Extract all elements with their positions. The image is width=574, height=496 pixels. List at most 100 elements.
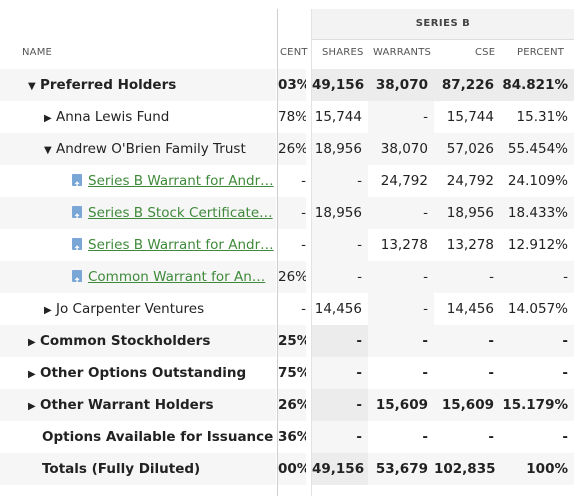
row-label: Other Warrant Holders <box>40 397 214 413</box>
table-row[interactable]: Common Warrant for An… 26% - - - - <box>0 261 574 293</box>
row-name-cell: Series B Warrant for Andr… <box>0 165 276 197</box>
table-row[interactable]: ▶ Common Stockholders 25% - - - - <box>0 325 574 357</box>
cent-cell: 26% <box>278 261 306 293</box>
shares-cell: 15,744 <box>314 109 362 125</box>
warrants-cell: 38,070 <box>368 133 434 165</box>
table-row[interactable]: Series B Warrant for Andr… - - 24,792 24… <box>0 165 574 197</box>
row-label: Common Stockholders <box>40 333 211 349</box>
caret-down-icon[interactable]: ▼ <box>28 81 36 92</box>
caret-right-icon[interactable]: ▶ <box>28 369 36 380</box>
row-name-cell: ▼ Andrew O'Brien Family Trust <box>0 133 276 165</box>
percent-cell: 15.179% <box>500 389 574 421</box>
cent-cell: - <box>301 237 306 253</box>
shares-cell: 14,456 <box>314 301 362 317</box>
percent-cell: 15.31% <box>516 109 568 125</box>
row-name-cell: ▼ Preferred Holders <box>0 69 276 101</box>
percent-cell: 12.912% <box>507 237 568 253</box>
document-upload-icon <box>72 235 82 261</box>
table-row[interactable]: Series B Warrant for Andr… - - 13,278 13… <box>0 229 574 261</box>
table-row[interactable]: Series B Stock Certificate… - 18,956 - 1… <box>0 197 574 229</box>
table-row[interactable]: Options Available for Issuance 36% - - -… <box>0 421 574 453</box>
table-row[interactable]: ▼ Andrew O'Brien Family Trust 26% 18,956 … <box>0 133 574 165</box>
cent-cell: 75% <box>278 365 306 381</box>
percent-cell: 24.109% <box>507 173 568 189</box>
row-name-cell: ▶ Anna Lewis Fund <box>0 101 276 133</box>
cse-cell: - <box>488 365 494 381</box>
cse-cell: 87,226 <box>434 69 500 101</box>
shares-cell: - <box>312 261 368 293</box>
cent-cell: 26% <box>278 133 306 165</box>
col-header-shares[interactable]: SHARES <box>322 47 364 58</box>
row-name-cell: Series B Stock Certificate… <box>0 197 276 229</box>
row-name-cell: Series B Warrant for Andr… <box>0 229 276 261</box>
security-link[interactable]: Common Warrant for An… <box>88 269 266 285</box>
row-name-cell: Totals (Fully Diluted) <box>0 453 276 485</box>
percent-cell: - <box>500 261 574 293</box>
cent-cell: - <box>301 301 306 317</box>
caret-right-icon[interactable]: ▶ <box>28 337 36 348</box>
col-header-cse[interactable]: CSE <box>475 47 496 58</box>
shares-cell: - <box>312 325 368 357</box>
col-header-warrants[interactable]: WARRANTS <box>373 47 432 58</box>
col-header-name[interactable]: NAME <box>22 47 53 58</box>
document-upload-icon <box>72 171 82 197</box>
row-name-cell: Common Warrant for An… <box>0 261 276 293</box>
security-link[interactable]: Series B Stock Certificate… <box>88 205 273 221</box>
row-label: Totals (Fully Diluted) <box>42 461 201 477</box>
shares-cell: 49,156 <box>312 69 368 101</box>
cse-cell: 102,835 <box>434 453 500 485</box>
cent-cell: - <box>278 197 306 229</box>
cent-cell: 26% <box>278 389 306 421</box>
warrants-cell: - <box>368 325 434 357</box>
cse-cell: 24,792 <box>446 173 494 189</box>
cse-cell: - <box>434 261 500 293</box>
table-row[interactable]: ▼ Preferred Holders 03% 49,156 38,070 87,… <box>0 69 574 101</box>
caret-down-icon[interactable]: ▼ <box>44 145 52 156</box>
cse-cell: 15,744 <box>446 109 494 125</box>
row-label: Jo Carpenter Ventures <box>56 301 205 317</box>
cse-cell: - <box>488 429 494 445</box>
col-header-percent[interactable]: PERCENT <box>517 47 565 58</box>
frozen-column-divider <box>277 9 278 496</box>
caret-right-icon[interactable]: ▶ <box>28 401 36 412</box>
cent-cell: 36% <box>278 429 306 445</box>
shares-cell: - <box>312 357 368 389</box>
cent-cell: 03% <box>278 69 306 101</box>
caret-right-icon[interactable]: ▶ <box>44 113 52 124</box>
table-row[interactable]: ▶ Anna Lewis Fund 78% 15,744 - 15,744 15.… <box>0 101 574 133</box>
percent-cell: 14.057% <box>507 301 568 317</box>
shares-cell: - <box>312 421 368 453</box>
table-row[interactable]: ▶ Jo Carpenter Ventures - 14,456 - 14,456… <box>0 293 574 325</box>
warrants-cell: - <box>422 365 428 381</box>
warrants-cell: 24,792 <box>380 173 428 189</box>
row-label: Options Available for Issuance <box>42 429 274 445</box>
table-row[interactable]: ▶ Other Warrant Holders 26% - 15,609 15,6… <box>0 389 574 421</box>
totals-row: Totals (Fully Diluted) 00% 49,156 53,679… <box>0 453 574 485</box>
row-name-cell: ▶ Jo Carpenter Ventures <box>0 293 276 325</box>
row-label: Anna Lewis Fund <box>56 109 170 125</box>
percent-cell: 55.454% <box>500 133 574 165</box>
shares-cell: - <box>312 165 368 197</box>
caret-right-icon[interactable]: ▶ <box>44 305 52 316</box>
series-b-group-header: SERIES B <box>312 9 574 40</box>
warrants-cell: - <box>422 429 428 445</box>
document-upload-icon <box>72 203 82 229</box>
warrants-cell: - <box>368 101 434 133</box>
col-header-cent[interactable]: CENT <box>280 47 308 58</box>
cse-cell: 15,609 <box>434 389 500 421</box>
security-link[interactable]: Series B Warrant for Andr… <box>88 237 274 253</box>
row-name-cell: Options Available for Issuance <box>0 421 276 453</box>
percent-cell: - <box>500 325 574 357</box>
cse-cell: 13,278 <box>446 237 494 253</box>
shares-cell: - <box>312 229 368 261</box>
security-link[interactable]: Series B Warrant for Andr… <box>88 173 274 189</box>
series-b-label: SERIES B <box>415 18 471 29</box>
cent-cell: 00% <box>278 453 306 485</box>
shares-cell: 49,156 <box>312 453 368 485</box>
cse-cell: 14,456 <box>446 301 494 317</box>
percent-cell: - <box>562 365 568 381</box>
cent-cell: - <box>301 173 306 189</box>
table-row[interactable]: ▶ Other Options Outstanding 75% - - - - <box>0 357 574 389</box>
row-name-cell: ▶ Other Warrant Holders <box>0 389 276 421</box>
cse-cell: 57,026 <box>434 133 500 165</box>
